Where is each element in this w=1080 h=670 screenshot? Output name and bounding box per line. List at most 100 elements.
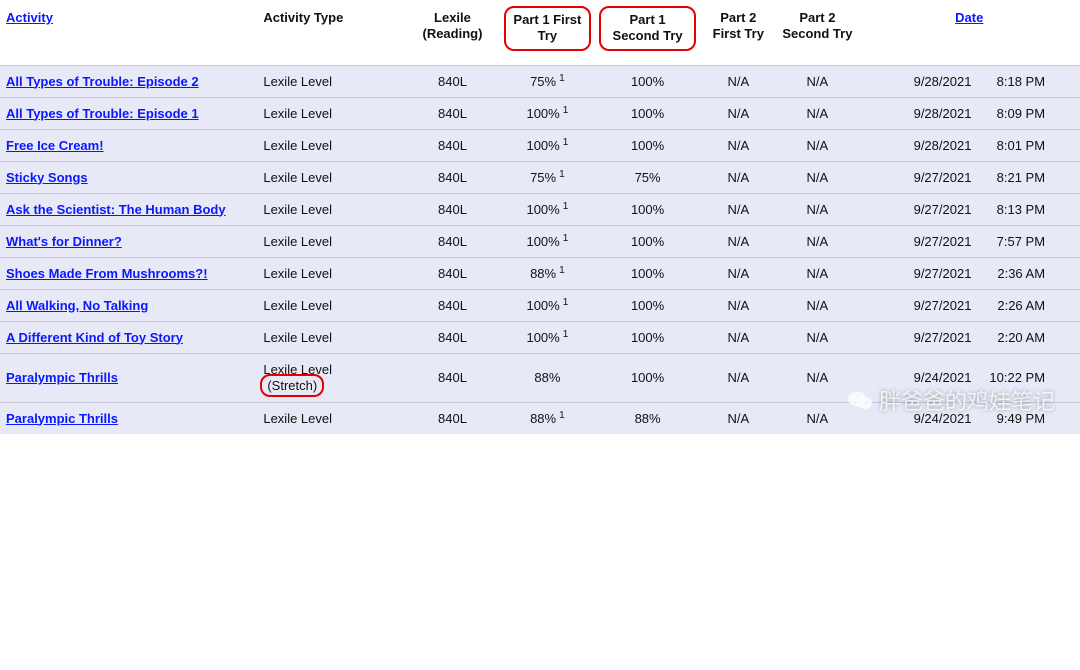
activity-link[interactable]: What's for Dinner? <box>6 234 122 249</box>
activity-link[interactable]: Ask the Scientist: The Human Body <box>6 202 226 217</box>
p1-first-cell: 100% 1 <box>500 193 595 225</box>
p1-first-cell: 100%1 <box>500 129 595 161</box>
p1-first-footnote: 1 <box>563 105 569 116</box>
activity-type-cell: Lexile Level <box>257 193 405 225</box>
date-value: 9/24/2021 <box>893 411 971 426</box>
lexile-cell: 840L <box>405 97 500 129</box>
p1-first-cell: 100% 1 <box>500 225 595 257</box>
p1-second-cell: 100% <box>595 225 700 257</box>
lexile-cell: 840L <box>405 161 500 193</box>
p1-first-cell: 100%1 <box>500 321 595 353</box>
activity-cell: A Different Kind of Toy Story <box>0 321 257 353</box>
activity-link[interactable]: All Walking, No Talking <box>6 298 148 313</box>
activity-type-cell: Lexile Level <box>257 161 405 193</box>
p2-second-cell: N/A <box>776 65 858 97</box>
activity-link[interactable]: Sticky Songs <box>6 170 88 185</box>
activity-type-cell: Lexile Level <box>257 289 405 321</box>
header-activity[interactable]: Activity <box>0 0 257 65</box>
table-row: Ask the Scientist: The Human Body Lexile … <box>0 193 1080 225</box>
activity-link[interactable]: All Types of Trouble: Episode 2 <box>6 74 199 89</box>
p2-second-cell: N/A <box>776 225 858 257</box>
lexile-cell: 840L <box>405 129 500 161</box>
time-value: 7:57 PM <box>975 234 1045 249</box>
activity-type-cell: Lexile Level <box>257 225 405 257</box>
p2-second-cell: N/A <box>776 193 858 225</box>
p1-first-footnote: 1 <box>563 329 569 340</box>
date-cell: 9/27/2021 2:20 AM <box>859 321 1080 353</box>
header-activity-link[interactable]: Activity <box>6 10 53 25</box>
header-date-link[interactable]: Date <box>955 10 983 25</box>
p1-first-footnote: 1 <box>559 169 565 180</box>
activity-link[interactable]: A Different Kind of Toy Story <box>6 330 183 345</box>
header-p1-first-label: Part 1 First Try <box>513 12 581 43</box>
date-value: 9/27/2021 <box>893 234 971 249</box>
activity-link[interactable]: Paralympic Thrills <box>6 370 118 385</box>
activity-link[interactable]: Free Ice Cream! <box>6 138 104 153</box>
date-cell: 9/27/2021 8:21 PM <box>859 161 1080 193</box>
p1-first-value: 100% <box>526 234 559 249</box>
activity-type-cell: Lexile Level <box>257 402 405 434</box>
activity-type-cell: Lexile Level(Stretch) <box>257 353 405 402</box>
date-value: 9/27/2021 <box>893 330 971 345</box>
lexile-cell: 840L <box>405 65 500 97</box>
p1-first-value: 75% <box>530 170 556 185</box>
p1-first-footnote: 1 <box>559 73 565 84</box>
p2-first-cell: N/A <box>700 97 776 129</box>
time-value: 10:22 PM <box>975 370 1045 385</box>
activity-cell: All Walking, No Talking <box>0 289 257 321</box>
lexile-cell: 840L <box>405 321 500 353</box>
table-row: Paralympic ThrillsLexile Level(Stretch)8… <box>0 353 1080 402</box>
activity-type-cell: Lexile Level <box>257 321 405 353</box>
table-row: A Different Kind of Toy Story Lexile Leve… <box>0 321 1080 353</box>
date-value: 9/28/2021 <box>893 74 971 89</box>
p2-first-cell: N/A <box>700 65 776 97</box>
activity-cell: What's for Dinner? <box>0 225 257 257</box>
date-cell: 9/28/2021 8:18 PM <box>859 65 1080 97</box>
p2-first-cell: N/A <box>700 161 776 193</box>
p1-first-footnote: 1 <box>559 410 565 421</box>
p1-second-cell: 100% <box>595 97 700 129</box>
activity-cell: All Types of Trouble: Episode 2 <box>0 65 257 97</box>
activity-cell: Shoes Made From Mushrooms?! <box>0 257 257 289</box>
p1-first-footnote: 1 <box>563 297 569 308</box>
p1-first-value: 100% <box>526 202 559 217</box>
activity-link[interactable]: Paralympic Thrills <box>6 411 118 426</box>
lexile-cell: 840L <box>405 193 500 225</box>
p2-second-cell: N/A <box>776 257 858 289</box>
p2-first-cell: N/A <box>700 193 776 225</box>
activity-link[interactable]: Shoes Made From Mushrooms?! <box>6 266 208 281</box>
activity-type-cell: Lexile Level <box>257 97 405 129</box>
activity-cell: Sticky Songs <box>0 161 257 193</box>
activity-type-stretch-wrap: (Stretch) <box>263 377 321 394</box>
table-row: What's for Dinner?Lexile Level840L100%11… <box>0 225 1080 257</box>
p1-first-value: 88% <box>530 266 556 281</box>
time-value: 8:21 PM <box>975 170 1045 185</box>
activity-cell: Free Ice Cream! <box>0 129 257 161</box>
p1-first-footnote: 1 <box>563 233 569 244</box>
p1-first-footnote: 1 <box>563 201 569 212</box>
header-p1-second-label: Part 1 Second Try <box>613 12 683 43</box>
table-row: All Types of Trouble: Episode 2Lexile Le… <box>0 65 1080 97</box>
table-row: All Walking, No TalkingLexile Level840L1… <box>0 289 1080 321</box>
header-lexile: Lexile (Reading) <box>405 0 500 65</box>
p2-first-cell: N/A <box>700 129 776 161</box>
date-cell: 9/27/2021 7:57 PM <box>859 225 1080 257</box>
p1-first-cell: 88%1 <box>500 402 595 434</box>
p2-first-cell: N/A <box>700 289 776 321</box>
date-value: 9/28/2021 <box>893 138 971 153</box>
p1-second-cell: 100% <box>595 353 700 402</box>
activity-link[interactable]: All Types of Trouble: Episode 1 <box>6 106 199 121</box>
p1-first-cell: 100%1 <box>500 289 595 321</box>
p1-first-footnote: 1 <box>559 265 565 276</box>
lexile-cell: 840L <box>405 225 500 257</box>
date-value: 9/27/2021 <box>893 266 971 281</box>
time-value: 2:26 AM <box>975 298 1045 313</box>
date-value: 9/24/2021 <box>893 370 971 385</box>
p1-first-value: 88% <box>530 411 556 426</box>
header-p2-first: Part 2 First Try <box>700 0 776 65</box>
date-cell: 9/27/2021 8:13 PM <box>859 193 1080 225</box>
header-date[interactable]: Date <box>859 0 1080 65</box>
date-cell: 9/24/2021 9:49 PM <box>859 402 1080 434</box>
time-value: 2:20 AM <box>975 330 1045 345</box>
lexile-cell: 840L <box>405 402 500 434</box>
